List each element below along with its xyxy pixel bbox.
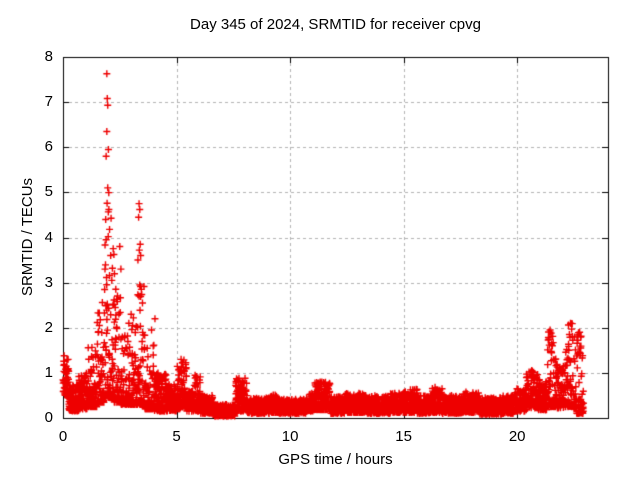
y-tick-label-2: 2: [44, 318, 53, 336]
chart-title: Day 345 of 2024, SRMTID for receiver cpv…: [190, 16, 481, 33]
y-tick-label-3: 3: [44, 273, 53, 291]
x-tick-label-4: 20: [508, 428, 526, 445]
y-tick-label-5: 5: [44, 183, 53, 201]
x-tick-label-3: 15: [395, 428, 412, 445]
y-tick-label-6: 6: [44, 138, 53, 156]
y-tick-label-7: 7: [44, 93, 53, 111]
x-tick-label-1: 5: [172, 428, 181, 445]
y-tick-label-0: 0: [44, 409, 53, 426]
x-axis-label: GPS time / hours: [278, 451, 393, 468]
y-tick-label-1: 1: [44, 363, 53, 381]
y-tick-label-4: 4: [44, 228, 53, 246]
y-tick-label-8: 8: [44, 48, 53, 65]
x-tick-label-0: 0: [58, 428, 68, 445]
x-tick-label-2: 10: [281, 428, 299, 445]
